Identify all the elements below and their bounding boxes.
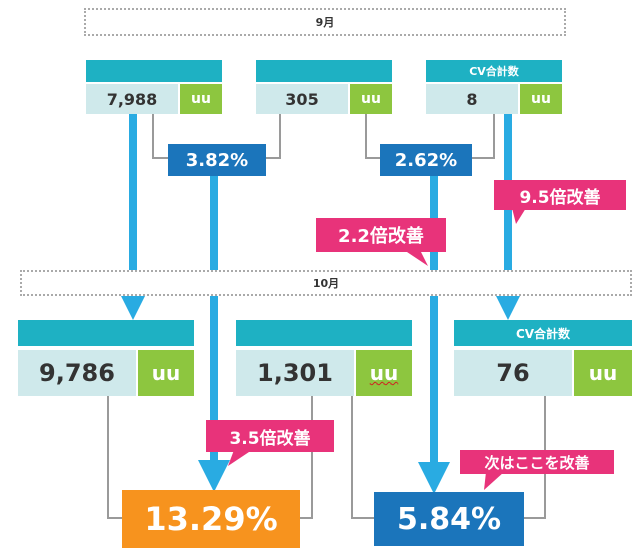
- callout-next-target: 次はここを改善: [460, 450, 614, 474]
- oct-metric-3-header: CV合計数: [454, 320, 632, 346]
- oct-metric-2-unit: uu: [356, 350, 412, 396]
- oct-metric-2-value: 1,301: [236, 350, 354, 396]
- callout-rate2-improvement: 2.2倍改善: [316, 218, 446, 252]
- oct-metric-1-unit: uu: [138, 350, 194, 396]
- callout-rate1-improvement: 3.5倍改善: [206, 420, 334, 452]
- callout-pointers: [228, 208, 526, 490]
- sep-metric-3-unit: uu: [520, 84, 562, 114]
- sep-rate-1: 3.82%: [168, 144, 266, 176]
- oct-metric-1-header: [18, 320, 194, 346]
- month-label-october: 10月: [20, 270, 632, 296]
- sep-metric-3-value: 8: [426, 84, 518, 114]
- sep-rate-brackets: [152, 114, 495, 159]
- oct-metric-2-header: [236, 320, 412, 346]
- sep-metric-2-value: 305: [256, 84, 348, 114]
- oct-metric-2-unit-text: uu: [369, 361, 399, 385]
- oct-rate-2-result: 5.84%: [374, 492, 524, 546]
- sep-rate-2: 2.62%: [380, 144, 472, 176]
- oct-metric-3-value: 76: [454, 350, 572, 396]
- sep-metric-1-header: [86, 60, 222, 82]
- oct-rate-1-result: 13.29%: [122, 490, 300, 548]
- callout-cv-improvement: 9.5倍改善: [494, 180, 626, 210]
- oct-metric-3-unit: uu: [574, 350, 632, 396]
- oct-metric-1-value: 9,786: [18, 350, 136, 396]
- sep-metric-1-unit: uu: [180, 84, 222, 114]
- sep-metric-3-header: CV合計数: [426, 60, 562, 82]
- sep-metric-2-unit: uu: [350, 84, 392, 114]
- sep-metric-2-header: [256, 60, 392, 82]
- sep-metric-1-value: 7,988: [86, 84, 178, 114]
- month-label-september: 9月: [84, 8, 566, 36]
